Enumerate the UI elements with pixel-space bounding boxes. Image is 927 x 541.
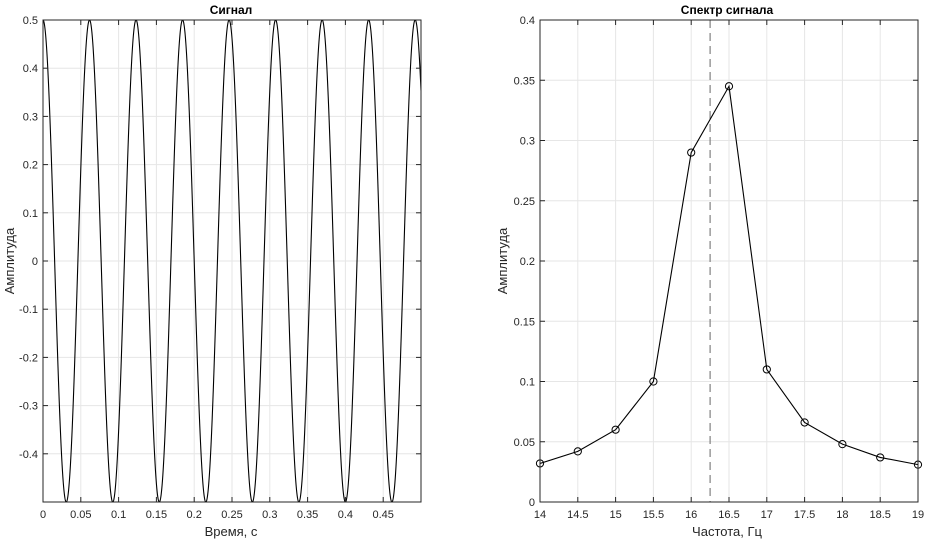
spectrum-xtick-label: 16.5 — [718, 509, 739, 521]
signal-ytick-label: 0.4 — [23, 63, 38, 75]
spectrum-xtick-label: 16 — [685, 509, 697, 521]
signal-xtick-label: 0.05 — [70, 509, 91, 521]
spectrum-data-point — [687, 148, 696, 157]
spectrum-data-point — [573, 447, 582, 456]
spectrum-xtick-label: 15.5 — [643, 509, 664, 521]
signal-xtick-label: 0 — [40, 509, 46, 521]
spectrum-chart-xlabel: Частота, Гц — [692, 524, 762, 539]
signal-ytick-label: 0.1 — [23, 208, 38, 220]
spectrum-ytick-label: 0.4 — [520, 15, 535, 27]
spectrum-xtick-label: 18.5 — [869, 509, 890, 521]
signal-xtick-label: 0.35 — [297, 509, 318, 521]
signal-xtick-label: 0.2 — [187, 509, 202, 521]
signal-chart: Сигнал Время, с Амплитуда 0 0.05 0.1 0.15 0.… — [2, 3, 422, 539]
spectrum-ytick-label: 0.1 — [520, 377, 535, 389]
spectrum-xtick-label: 14 — [534, 509, 546, 521]
spectrum-chart-title: Спектр сигнала — [681, 3, 774, 17]
signal-xtick-label: 0.1 — [111, 509, 126, 521]
signal-ytick-label: 0.3 — [23, 111, 38, 123]
spectrum-series-line — [540, 84, 918, 466]
spectrum-data-point — [876, 453, 885, 462]
spectrum-xtick-label: 17 — [761, 509, 773, 521]
signal-chart-ylabel: Амплитуда — [2, 227, 17, 294]
spectrum-ytick-label: 0.25 — [514, 196, 535, 208]
spectrum-data-point — [611, 425, 620, 434]
signal-xtick-label: 0.45 — [372, 509, 393, 521]
signal-ytick-label: -0.3 — [19, 401, 38, 413]
signal-xtick-label: 0.3 — [262, 509, 277, 521]
signal-xtick-label: 0.4 — [338, 509, 353, 521]
signal-chart-xlabel: Время, с — [205, 524, 258, 539]
signal-series-line — [43, 20, 421, 502]
spectrum-data-point — [724, 82, 734, 91]
spectrum-data-point — [762, 365, 771, 374]
spectrum-ytick-label: 0.2 — [520, 256, 535, 268]
signal-xtick-label: 0.15 — [146, 509, 167, 521]
signal-ytick-label: 0.2 — [23, 160, 38, 172]
spectrum-data-point — [800, 418, 809, 427]
spectrum-ytick-label: 0.15 — [514, 316, 535, 328]
spectrum-xtick-label: 17.5 — [794, 509, 815, 521]
spectrum-xtick-label: 18 — [836, 509, 848, 521]
spectrum-chart-ylabel: Амплитуда — [495, 227, 510, 294]
spectrum-ytick-label: 0.05 — [514, 437, 535, 449]
signal-ytick-label: 0 — [32, 256, 38, 268]
signal-chart-title: Сигнал — [210, 3, 253, 17]
spectrum-data-point — [838, 440, 847, 449]
spectrum-xtick-label: 19 — [912, 509, 924, 521]
spectrum-chart: Спектр сигнала Частота, Гц Амплитуда 14 1… — [495, 3, 924, 539]
spectrum-ytick-label: 0.35 — [514, 75, 535, 87]
signal-ytick-label: -0.1 — [19, 304, 38, 316]
spectrum-data-point — [649, 377, 658, 386]
signal-xtick-label: 0.25 — [221, 509, 242, 521]
signal-ytick-label: -0.4 — [19, 449, 38, 461]
signal-ytick-label: -0.2 — [19, 352, 38, 364]
spectrum-ytick-label: 0.3 — [520, 136, 535, 148]
spectrum-xtick-label: 15 — [609, 509, 621, 521]
spectrum-xtick-label: 14.5 — [567, 509, 588, 521]
signal-ytick-label: 0.5 — [23, 15, 38, 27]
spectrum-ytick-label: 0 — [529, 497, 535, 509]
